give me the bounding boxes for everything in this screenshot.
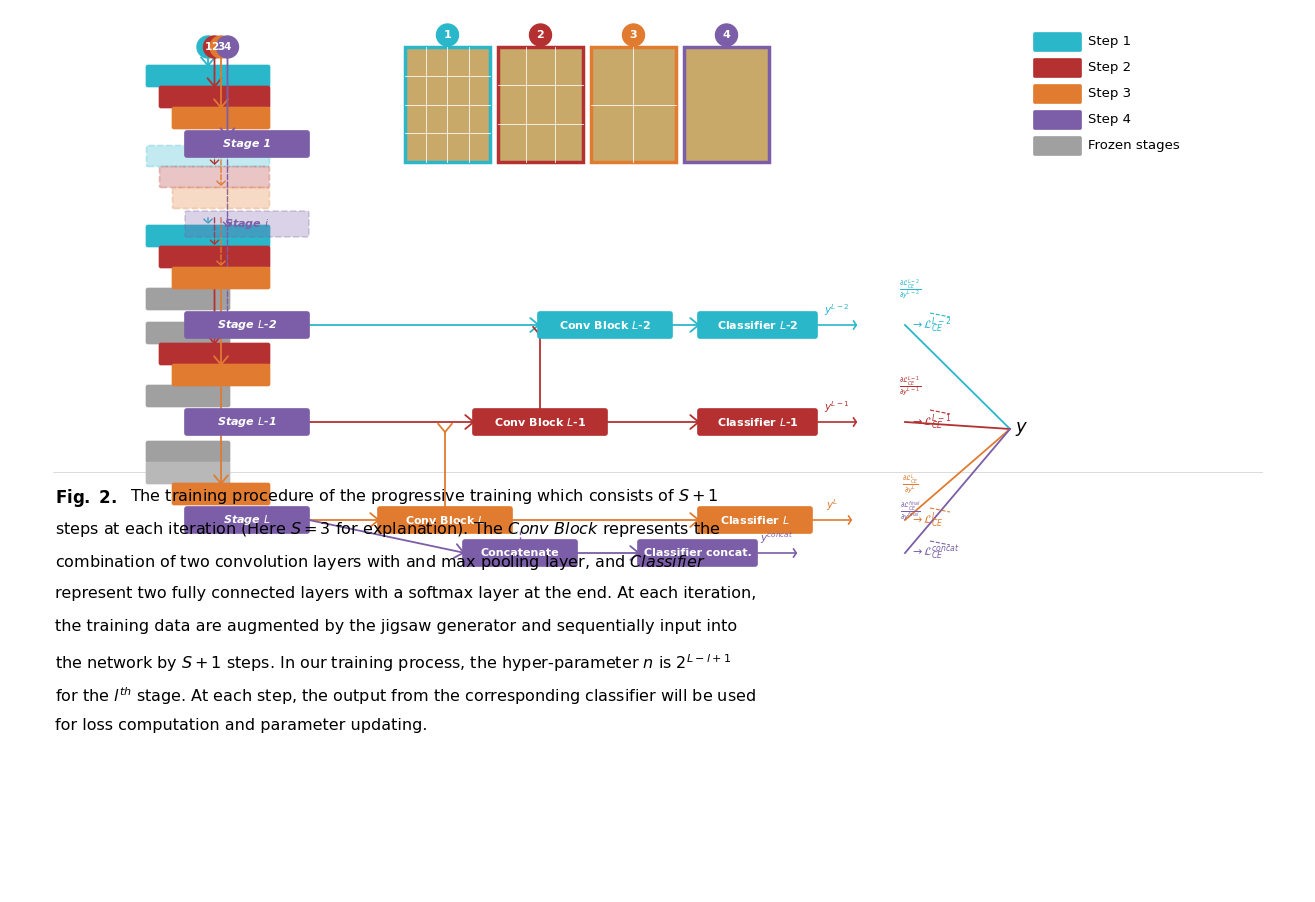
Text: The training procedure of the progressive training which consists of $S+1$: The training procedure of the progressiv… bbox=[130, 487, 719, 506]
Text: Step 4: Step 4 bbox=[1088, 114, 1131, 126]
FancyBboxPatch shape bbox=[172, 268, 270, 289]
Circle shape bbox=[622, 24, 644, 46]
Circle shape bbox=[197, 36, 220, 58]
FancyBboxPatch shape bbox=[146, 66, 270, 87]
Text: for loss computation and parameter updating.: for loss computation and parameter updat… bbox=[55, 718, 427, 733]
Text: 3: 3 bbox=[630, 30, 638, 40]
FancyBboxPatch shape bbox=[185, 409, 309, 435]
Text: $\mathbf{Fig.\ 2.}$: $\mathbf{Fig.\ 2.}$ bbox=[55, 487, 117, 509]
Text: $\frac{\partial \mathcal{L}_{CE}^{L-2}}{\partial y^{L-2}}$: $\frac{\partial \mathcal{L}_{CE}^{L-2}}{… bbox=[899, 278, 920, 301]
Text: $y^{concat}$: $y^{concat}$ bbox=[760, 530, 794, 546]
Circle shape bbox=[715, 24, 738, 46]
Text: steps at each iteration (Here $S=3$ for explanation). The $\mathit{Conv\ Block}$: steps at each iteration (Here $S=3$ for … bbox=[55, 520, 721, 539]
FancyBboxPatch shape bbox=[638, 540, 757, 566]
FancyBboxPatch shape bbox=[473, 409, 608, 435]
FancyBboxPatch shape bbox=[698, 312, 817, 338]
FancyBboxPatch shape bbox=[159, 87, 270, 107]
FancyBboxPatch shape bbox=[185, 211, 309, 237]
Text: the network by $S+1$ steps. In our training process, the hyper-parameter $n$ is : the network by $S+1$ steps. In our train… bbox=[55, 652, 731, 674]
FancyBboxPatch shape bbox=[172, 107, 270, 128]
Text: Step 3: Step 3 bbox=[1088, 87, 1131, 100]
FancyBboxPatch shape bbox=[146, 323, 230, 344]
Text: 3: 3 bbox=[217, 42, 225, 52]
FancyBboxPatch shape bbox=[146, 463, 230, 483]
Text: Stage 1: Stage 1 bbox=[224, 139, 271, 149]
FancyBboxPatch shape bbox=[1034, 59, 1081, 77]
FancyBboxPatch shape bbox=[463, 540, 577, 566]
Text: $y$: $y$ bbox=[1015, 420, 1028, 438]
FancyBboxPatch shape bbox=[146, 441, 230, 463]
FancyBboxPatch shape bbox=[377, 507, 512, 533]
Text: $\frac{\partial \mathcal{L}_{CE}^{L}}{\partial y^{L}}$: $\frac{\partial \mathcal{L}_{CE}^{L}}{\p… bbox=[902, 473, 918, 496]
Text: $\rightarrow \mathcal{L}_{CE}^{concat}$: $\rightarrow \mathcal{L}_{CE}^{concat}$ bbox=[910, 544, 960, 562]
Text: Classifier $L$-1: Classifier $L$-1 bbox=[717, 416, 798, 428]
FancyBboxPatch shape bbox=[159, 344, 270, 364]
Text: $\rightarrow \mathcal{L}_{CE}^{L}$: $\rightarrow \mathcal{L}_{CE}^{L}$ bbox=[910, 511, 944, 529]
Circle shape bbox=[204, 36, 225, 58]
Text: Concatenate: Concatenate bbox=[481, 548, 559, 558]
Bar bbox=[590, 47, 676, 162]
FancyBboxPatch shape bbox=[172, 364, 270, 385]
Text: 2: 2 bbox=[537, 30, 544, 40]
FancyBboxPatch shape bbox=[1034, 33, 1081, 51]
Circle shape bbox=[210, 36, 231, 58]
Circle shape bbox=[530, 24, 551, 46]
Text: $\frac{\partial \mathcal{L}_{CE}^{L-1}}{\partial y^{L-1}}$: $\frac{\partial \mathcal{L}_{CE}^{L-1}}{… bbox=[899, 374, 920, 398]
Text: represent two fully connected layers with a softmax layer at the end. At each it: represent two fully connected layers wit… bbox=[55, 586, 756, 601]
FancyBboxPatch shape bbox=[698, 507, 811, 533]
Text: $y^{L-2}$: $y^{L-2}$ bbox=[825, 302, 849, 318]
Text: Stage $L$-2: Stage $L$-2 bbox=[217, 318, 277, 332]
Text: for the $l^{th}$ stage. At each step, the output from the corresponding classifi: for the $l^{th}$ stage. At each step, th… bbox=[55, 685, 756, 706]
FancyBboxPatch shape bbox=[185, 312, 309, 338]
Text: Classifier $L$: Classifier $L$ bbox=[721, 514, 790, 526]
Circle shape bbox=[217, 36, 238, 58]
FancyBboxPatch shape bbox=[698, 409, 817, 435]
FancyBboxPatch shape bbox=[159, 246, 270, 268]
Text: Step 1: Step 1 bbox=[1088, 35, 1131, 49]
FancyBboxPatch shape bbox=[1034, 137, 1081, 155]
Text: Conv Block $L$-2: Conv Block $L$-2 bbox=[559, 319, 651, 331]
Text: combination of two convolution layers with and max pooling layer, and $\mathit{C: combination of two convolution layers wi… bbox=[55, 553, 706, 572]
FancyBboxPatch shape bbox=[146, 145, 270, 167]
FancyBboxPatch shape bbox=[172, 483, 270, 504]
FancyBboxPatch shape bbox=[172, 188, 270, 208]
Text: Stage $i$: Stage $i$ bbox=[225, 217, 270, 231]
Text: Classifier $L$-2: Classifier $L$-2 bbox=[717, 319, 798, 331]
Text: 4: 4 bbox=[722, 30, 730, 40]
FancyBboxPatch shape bbox=[185, 507, 309, 533]
FancyBboxPatch shape bbox=[146, 226, 270, 246]
FancyBboxPatch shape bbox=[185, 131, 309, 157]
FancyBboxPatch shape bbox=[146, 385, 230, 407]
Text: $\frac{\partial \mathcal{L}_{CE}^{final}}{\partial y^{final}}$: $\frac{\partial \mathcal{L}_{CE}^{final}… bbox=[899, 500, 920, 523]
Bar bbox=[405, 47, 490, 162]
Text: Step 2: Step 2 bbox=[1088, 61, 1131, 75]
Text: Conv Block $L$: Conv Block $L$ bbox=[405, 514, 485, 526]
FancyBboxPatch shape bbox=[159, 167, 270, 188]
Bar bbox=[498, 47, 583, 162]
Text: 1: 1 bbox=[204, 42, 212, 52]
Text: Stage $L$: Stage $L$ bbox=[224, 513, 271, 527]
Text: 1: 1 bbox=[443, 30, 451, 40]
FancyBboxPatch shape bbox=[146, 289, 230, 309]
Text: $y^{L-1}$: $y^{L-1}$ bbox=[825, 400, 849, 415]
Bar bbox=[684, 47, 769, 162]
FancyBboxPatch shape bbox=[538, 312, 672, 338]
Text: Classifier concat.: Classifier concat. bbox=[643, 548, 751, 558]
Text: Frozen stages: Frozen stages bbox=[1088, 140, 1180, 152]
FancyBboxPatch shape bbox=[1034, 111, 1081, 129]
Text: $\rightarrow \mathcal{L}_{CE}^{L-2}$: $\rightarrow \mathcal{L}_{CE}^{L-2}$ bbox=[910, 315, 952, 335]
Text: 2: 2 bbox=[210, 42, 218, 52]
Circle shape bbox=[437, 24, 459, 46]
Text: $\rightarrow \mathcal{L}_{CE}^{L-1}$: $\rightarrow \mathcal{L}_{CE}^{L-1}$ bbox=[910, 412, 952, 432]
Text: Stage $L$-1: Stage $L$-1 bbox=[217, 415, 276, 429]
Text: $y^{L}$: $y^{L}$ bbox=[826, 497, 838, 513]
Text: 4: 4 bbox=[224, 42, 231, 52]
Text: the training data are augmented by the jigsaw generator and sequentially input i: the training data are augmented by the j… bbox=[55, 619, 738, 634]
FancyBboxPatch shape bbox=[1034, 85, 1081, 103]
Text: Conv Block $L$-1: Conv Block $L$-1 bbox=[493, 416, 586, 428]
